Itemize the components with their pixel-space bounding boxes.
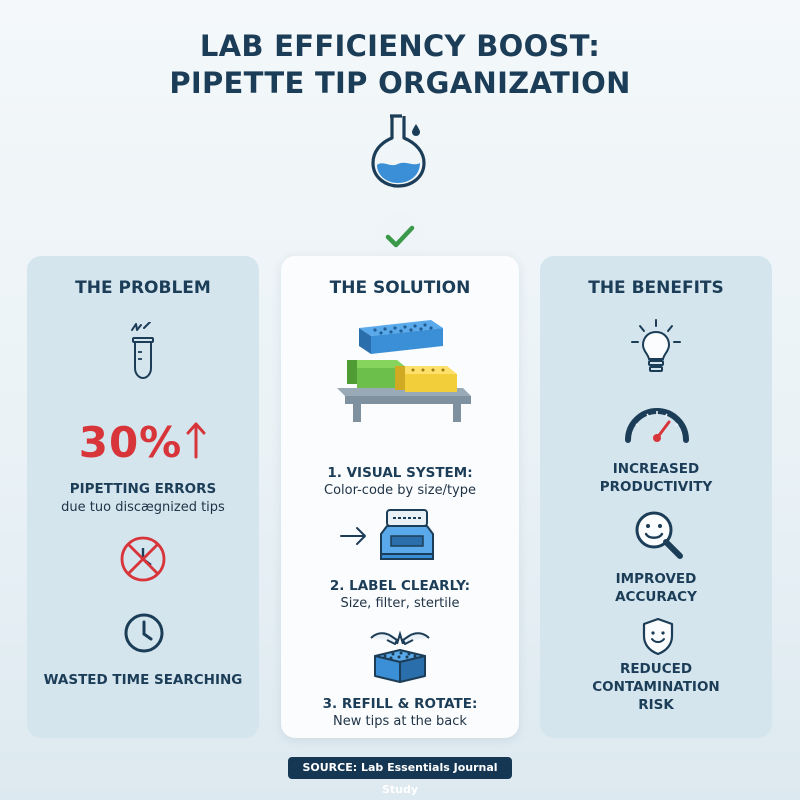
step-1-desc: Color-code by size/type: [324, 483, 476, 498]
benefit-1-line2: PRODUCTIVITY: [599, 479, 713, 495]
solution-heading: THE SOLUTION: [329, 278, 471, 298]
shield-icon: [642, 617, 674, 656]
checkmark-icon: [385, 225, 415, 248]
gauge-icon: [625, 408, 689, 443]
tube-icon: [131, 322, 154, 380]
step-2-title: 2. LABEL CLEARLY:: [329, 578, 471, 594]
error-stat: 30%: [27, 418, 259, 467]
error-label: PIPETTING ERRORS: [69, 481, 217, 497]
solution-card: THE SOLUTION 1. VISUAL SYSTEM: Color-cod…: [281, 256, 519, 738]
title-line-2: PIPETTE TIP ORGANIZATION: [169, 66, 631, 100]
benefit-1-line1: INCREASED: [612, 461, 700, 477]
lightbulb-icon: [631, 319, 681, 372]
benefits-heading: THE BENEFITS: [588, 278, 724, 298]
title-line-1: LAB EFFICIENCY BOOST:: [199, 29, 601, 63]
tip-racks-icon: [337, 320, 471, 422]
problem-card: THE PROBLEM 30% PIPETTING ERRORS due tuo…: [27, 256, 259, 738]
benefit-2-line1: IMPROVED: [615, 571, 697, 587]
error-sublabel: due tuo discægnized tips: [61, 500, 225, 515]
step-3-desc: New tips at the back: [333, 714, 467, 729]
source-badge: SOURCE: Lab Essentials Journal Study: [288, 757, 512, 796]
benefit-3-line2: CONTAMINATION: [592, 679, 720, 695]
checkmark-badge: [375, 212, 425, 262]
hands-rack-icon: [370, 630, 430, 683]
benefits-card: THE BENEFITS INCREASED PRODUCTIVITY: [540, 256, 772, 738]
benefit-3-line3: RISK: [638, 697, 674, 713]
step-2-desc: Size, filter, stertile: [340, 596, 460, 611]
problem-heading: THE PROBLEM: [75, 278, 211, 298]
step-1-title: 1. VISUAL SYSTEM:: [327, 465, 473, 481]
wasted-time-label: WASTED TIME SEARCHING: [43, 672, 243, 688]
label-printer-icon: [380, 509, 434, 560]
arrow-up-icon: [186, 422, 206, 459]
page-title: LAB EFFICIENCY BOOST: PIPETTE TIP ORGANI…: [0, 28, 800, 102]
error-stat-value: 30%: [78, 418, 183, 467]
arrow-right-icon: [340, 527, 366, 545]
flask-icon: [371, 114, 426, 188]
benefit-2-line2: ACCURACY: [615, 589, 697, 605]
smiley-magnifier-icon: [635, 511, 683, 559]
prohibited-icon: [120, 536, 166, 582]
benefit-3-line1: REDUCED: [619, 661, 693, 677]
clock-icon: [124, 613, 164, 653]
step-3-title: 3. REFILL & ROTATE:: [322, 696, 478, 712]
